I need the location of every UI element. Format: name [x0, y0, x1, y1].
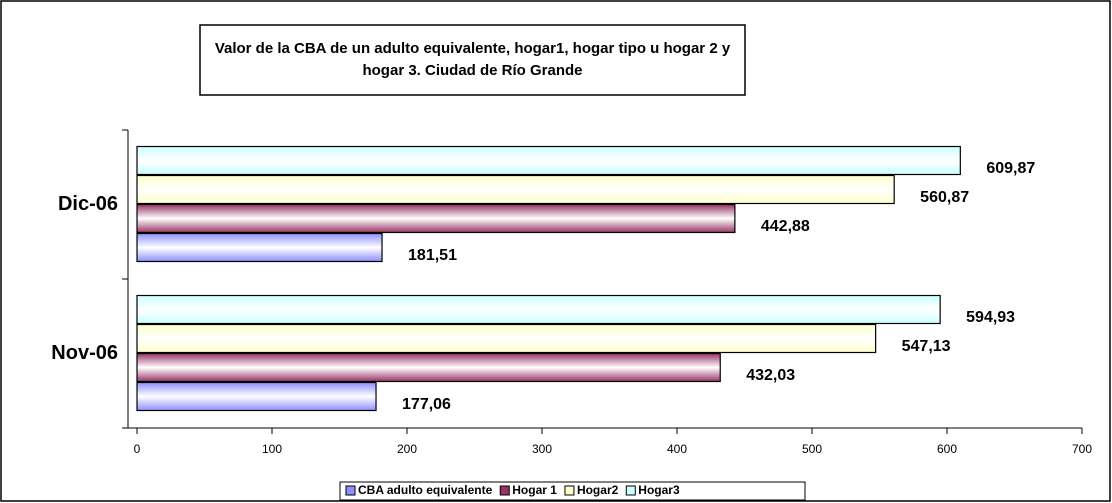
legend-label: Hogar3 [638, 483, 680, 497]
bar [136, 232, 383, 263]
legend-swatch [625, 485, 636, 496]
y-tick-label: Nov-06 [51, 342, 118, 364]
legend-swatch [345, 485, 356, 496]
bar [136, 145, 961, 176]
x-tick-label: 600 [937, 442, 957, 456]
x-tick-label: 700 [1072, 442, 1092, 456]
x-tick-label: 300 [532, 442, 552, 456]
bar [136, 203, 736, 234]
bar [136, 323, 877, 354]
bar [136, 174, 895, 205]
title-wrap: Valor de la CBA de un adulto equivalente… [214, 40, 731, 79]
x-tick-label: 200 [397, 442, 417, 456]
data-label: 609,87 [986, 160, 1035, 177]
legend-label: CBA adulto equivalente [358, 483, 493, 497]
legend-swatch [564, 485, 575, 496]
title-box [199, 24, 746, 96]
x-tick-label: 100 [262, 442, 282, 456]
x-tick-label: 500 [802, 442, 822, 456]
data-label: 560,87 [920, 189, 969, 206]
legend-label: Hogar2 [577, 483, 619, 497]
x-tick-label: 400 [667, 442, 687, 456]
bar [136, 294, 941, 325]
y-tick-label: Dic-06 [58, 193, 118, 215]
legend-swatch [499, 485, 510, 496]
data-label: 547,13 [902, 338, 951, 355]
bar [136, 381, 377, 412]
chart-title: Valor de la CBA de un adulto equivalente… [214, 40, 731, 79]
data-label: 181,51 [408, 247, 457, 264]
data-label: 177,06 [402, 396, 451, 413]
data-label: 432,03 [746, 367, 795, 384]
legend-label: Hogar 1 [512, 483, 557, 497]
data-label: 594,93 [966, 309, 1015, 326]
data-label: 442,88 [761, 218, 810, 235]
bar [136, 352, 721, 383]
x-tick-label: 0 [134, 442, 141, 456]
